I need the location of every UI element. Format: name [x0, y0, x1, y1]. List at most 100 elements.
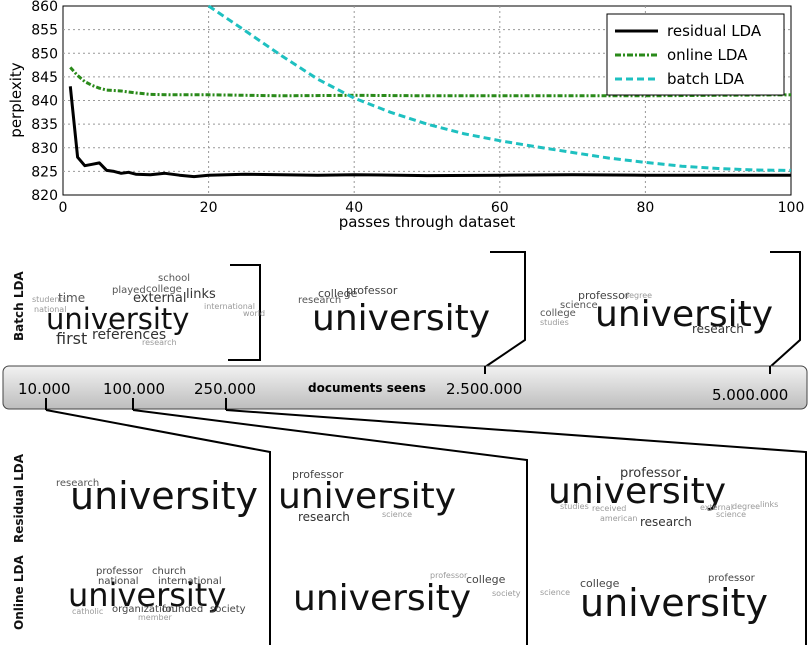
cloud-word: research	[692, 322, 744, 336]
word-cloud-residual-3: professor university science received am…	[548, 466, 778, 529]
cloud-word: first	[56, 329, 87, 348]
cloud-word: school	[158, 273, 190, 284]
cloud-word: professor	[708, 573, 756, 584]
cloud-word: research	[640, 515, 692, 529]
x-tick-label: 60	[491, 200, 509, 216]
y-tick-label: 835	[31, 117, 58, 133]
x-tick-label: 80	[636, 200, 654, 216]
cloud-word: students	[32, 295, 67, 304]
y-tick-label: 840	[31, 94, 58, 110]
cloud-word: american	[600, 514, 638, 523]
cloud-word: science	[540, 588, 570, 597]
cloud-word: professor	[292, 468, 344, 481]
word-cloud-batch-1: school played college links time externa…	[32, 273, 265, 348]
connector-lower-3	[225, 409, 807, 645]
cloud-word: research	[298, 295, 341, 306]
x-tick-label: 20	[200, 200, 218, 216]
cloud-word: links	[760, 500, 778, 509]
cloud-word: professor	[620, 466, 681, 481]
word-cloud-residual-2: professor university research science	[278, 468, 456, 524]
cloud-main-word: university	[278, 476, 456, 517]
y-tick-label: 820	[31, 188, 58, 204]
cloud-word: science	[382, 510, 412, 519]
word-cloud-online-1: professor church national international …	[68, 566, 246, 622]
series-line-residual-lda	[68, 86, 791, 179]
cloud-word: society	[210, 604, 246, 615]
legend: residual LDA online LDA batch LDA	[606, 13, 785, 96]
cloud-word: professor	[96, 566, 144, 577]
connector-batch-1	[228, 264, 261, 361]
cloud-word: professor	[346, 284, 398, 297]
legend-label-batch: batch LDA	[667, 70, 745, 88]
x-tick-label: 0	[59, 200, 68, 216]
cloud-word: research	[298, 510, 350, 524]
row-label-online: Online LDA	[12, 555, 26, 630]
legend-label-online: online LDA	[667, 46, 748, 64]
y-axis-label: perplexity	[7, 62, 25, 137]
timeline-label-5: 5.000.000	[712, 386, 788, 404]
cloud-word: received	[592, 504, 626, 513]
word-cloud-batch-3: professor degree science college univers…	[540, 289, 773, 336]
cloud-main-word: university	[548, 471, 726, 512]
cloud-word: church	[152, 566, 186, 577]
word-cloud-online-3: college professor science university	[540, 573, 768, 625]
cloud-word: degree	[732, 502, 760, 511]
cloud-main-word: university	[293, 578, 471, 619]
series-line-batch-lda	[207, 4, 792, 172]
word-cloud-batch-2: college professor research university	[298, 284, 490, 339]
row-label-batch: Batch LDA	[12, 271, 26, 341]
cloud-word: professor	[578, 289, 630, 302]
cloud-word: national	[34, 305, 66, 314]
cloud-word: research	[142, 338, 177, 347]
cloud-word: member	[138, 613, 173, 622]
cloud-main-word: university	[595, 294, 773, 335]
cloud-word: science	[716, 510, 746, 519]
axis-ticks: 0 20 40 60 80 100 820 825 830 835 840 845 850 855 860	[31, 0, 804, 216]
timeline-title: documents seens	[308, 381, 426, 395]
cloud-word: organization	[112, 604, 174, 615]
cloud-word: college	[580, 577, 620, 590]
cloud-main-word: university	[312, 298, 490, 339]
cloud-word: college	[318, 287, 358, 300]
legend-label-residual: residual LDA	[667, 22, 762, 40]
y-tick-label: 825	[31, 164, 58, 180]
cloud-word: studies	[540, 318, 569, 327]
word-cloud-online-2: college professor university society	[293, 571, 521, 619]
cloud-word: played	[112, 285, 146, 296]
series-line-online-lda	[69, 66, 792, 98]
word-cloud-residual-1: research university	[56, 474, 258, 518]
cloud-word: society	[492, 589, 521, 598]
cloud-word: college	[146, 284, 182, 295]
x-tick-label: 40	[345, 200, 363, 216]
y-tick-label: 850	[31, 46, 58, 62]
timeline-bar	[2, 365, 808, 410]
cloud-word: world	[243, 309, 265, 318]
connector-batch-2	[484, 251, 526, 368]
timeline-label-2: 100.000	[103, 380, 165, 398]
cloud-word: catholic	[72, 607, 103, 616]
cloud-word: external	[700, 503, 733, 512]
cloud-word: international	[204, 302, 255, 311]
cloud-main-word: university	[68, 576, 226, 614]
connector-batch-3	[769, 251, 801, 368]
cloud-word: time	[58, 291, 85, 305]
cloud-word: professor	[430, 571, 468, 580]
cloud-word: international	[158, 576, 222, 587]
cloud-main-word: university	[580, 581, 768, 625]
connector-lower-1	[45, 409, 271, 645]
y-tick-label: 860	[31, 0, 58, 15]
cloud-word: college	[466, 573, 506, 586]
cloud-word: studies	[560, 502, 589, 511]
y-tick-label: 830	[31, 141, 58, 157]
cloud-word: references	[92, 327, 166, 343]
cloud-word: founded	[162, 604, 203, 615]
row-label-residual: Residual LDA	[12, 453, 26, 543]
cloud-word: national	[98, 576, 139, 587]
x-axis-label: passes through dataset	[339, 213, 516, 231]
cloud-word: research	[56, 478, 99, 489]
timeline-label-4: 2.500.000	[446, 380, 522, 398]
cloud-main-word: university	[70, 474, 258, 518]
cloud-word: external	[133, 291, 187, 306]
perplexity-chart: 0 20 40 60 80 100820825830835840845850855860 …	[7, 0, 804, 231]
timeline-label-1: 10.000	[18, 380, 71, 398]
